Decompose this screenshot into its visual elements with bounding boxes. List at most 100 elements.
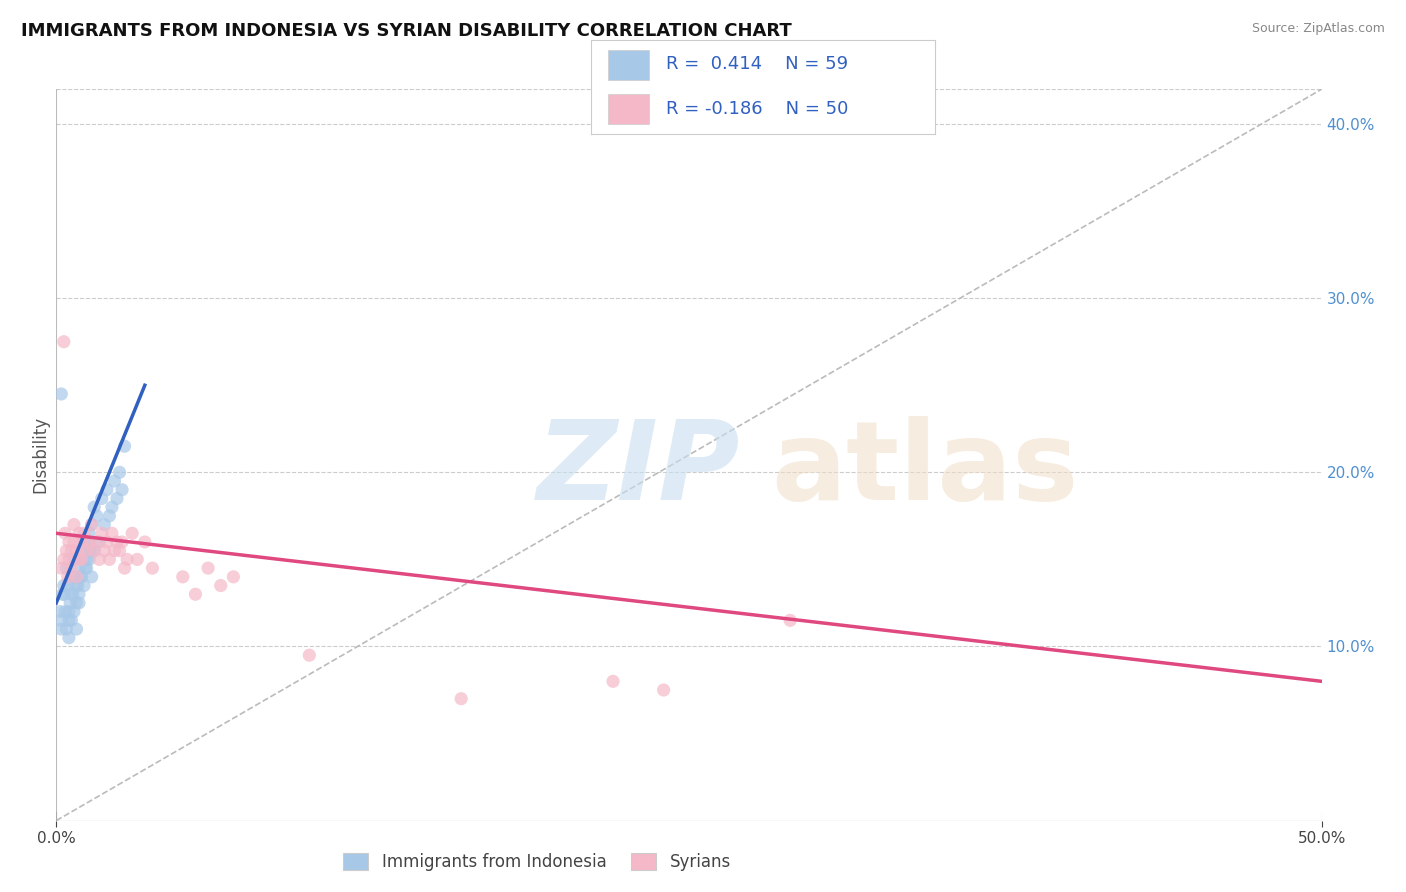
Point xyxy=(80,517,103,532)
Point xyxy=(53,526,76,541)
Point xyxy=(77,535,100,549)
Point xyxy=(59,596,82,610)
Point xyxy=(52,587,75,601)
Point xyxy=(80,570,103,584)
Point xyxy=(93,543,115,558)
Point xyxy=(58,631,80,645)
Point xyxy=(66,578,89,592)
Point xyxy=(58,552,80,566)
Point xyxy=(52,578,75,592)
Point xyxy=(76,561,98,575)
Point xyxy=(60,561,83,575)
Point xyxy=(602,674,624,689)
Point xyxy=(108,466,131,480)
Point xyxy=(76,543,98,558)
Point xyxy=(172,570,194,584)
Point xyxy=(52,587,75,601)
Point xyxy=(70,543,93,558)
Text: R = -0.186    N = 50: R = -0.186 N = 50 xyxy=(666,100,849,118)
Point xyxy=(89,552,111,566)
Point xyxy=(55,561,77,575)
Point xyxy=(141,561,163,575)
Point xyxy=(89,535,111,549)
Text: R =  0.414    N = 59: R = 0.414 N = 59 xyxy=(666,55,848,73)
Point xyxy=(63,605,86,619)
Point xyxy=(450,691,472,706)
Text: Source: ZipAtlas.com: Source: ZipAtlas.com xyxy=(1251,22,1385,36)
Point xyxy=(62,587,84,601)
Text: atlas: atlas xyxy=(770,416,1078,523)
Point xyxy=(65,543,87,558)
Point xyxy=(51,387,73,401)
Point xyxy=(58,535,80,549)
Point xyxy=(70,570,93,584)
Point xyxy=(56,578,79,592)
Point xyxy=(73,578,96,592)
Point xyxy=(103,474,125,488)
Point xyxy=(65,596,87,610)
Point xyxy=(52,334,75,349)
Point xyxy=(60,613,83,627)
Point xyxy=(111,535,134,549)
Point xyxy=(53,605,76,619)
Point xyxy=(72,552,94,566)
Point xyxy=(67,561,90,575)
Point xyxy=(90,491,112,506)
Point xyxy=(63,517,86,532)
Point xyxy=(65,622,87,636)
Point xyxy=(52,552,75,566)
Point xyxy=(83,543,105,558)
Point xyxy=(65,570,87,584)
Point xyxy=(63,552,86,566)
Point xyxy=(197,561,219,575)
Point xyxy=(79,543,101,558)
Point xyxy=(49,605,72,619)
Point xyxy=(98,552,121,566)
Legend: Immigrants from Indonesia, Syrians: Immigrants from Indonesia, Syrians xyxy=(336,847,738,878)
Point xyxy=(70,552,93,566)
Point xyxy=(55,543,77,558)
Point xyxy=(90,526,112,541)
Point xyxy=(77,552,100,566)
Point xyxy=(86,535,108,549)
Point xyxy=(114,561,136,575)
Point xyxy=(73,535,96,549)
Point xyxy=(98,508,121,523)
Point xyxy=(60,587,83,601)
Point xyxy=(73,526,96,541)
Point xyxy=(55,622,77,636)
Point xyxy=(80,517,103,532)
Point xyxy=(56,570,79,584)
Point xyxy=(60,570,83,584)
Point xyxy=(121,526,143,541)
Point xyxy=(67,526,90,541)
Point xyxy=(115,552,138,566)
Point xyxy=(69,570,91,584)
Point xyxy=(51,561,73,575)
Point xyxy=(105,491,128,506)
Point xyxy=(101,526,124,541)
Point xyxy=(76,552,98,566)
Point xyxy=(65,578,87,592)
Point xyxy=(114,439,136,453)
Point xyxy=(134,535,156,549)
Point xyxy=(60,543,83,558)
Point xyxy=(67,587,90,601)
Point xyxy=(67,596,90,610)
Point xyxy=(298,648,321,663)
Point xyxy=(209,578,232,592)
Point xyxy=(652,683,675,698)
Point xyxy=(184,587,207,601)
Point xyxy=(111,483,134,497)
Point xyxy=(222,570,245,584)
Point xyxy=(76,535,98,549)
Point xyxy=(77,526,100,541)
Point xyxy=(63,535,86,549)
Point xyxy=(86,508,108,523)
Point xyxy=(75,561,97,575)
Point xyxy=(51,622,73,636)
FancyBboxPatch shape xyxy=(607,49,650,80)
Point xyxy=(67,552,90,566)
Text: IMMIGRANTS FROM INDONESIA VS SYRIAN DISABILITY CORRELATION CHART: IMMIGRANTS FROM INDONESIA VS SYRIAN DISA… xyxy=(21,22,792,40)
Point xyxy=(103,543,125,558)
